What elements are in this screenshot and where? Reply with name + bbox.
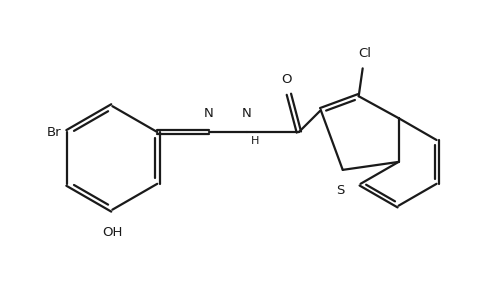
Text: S: S: [337, 184, 345, 197]
Text: N: N: [242, 107, 252, 120]
Text: N: N: [204, 107, 214, 120]
Text: Br: Br: [47, 125, 61, 139]
Text: H: H: [251, 136, 259, 146]
Text: Cl: Cl: [358, 47, 371, 60]
Text: OH: OH: [102, 226, 123, 238]
Text: O: O: [282, 73, 292, 86]
